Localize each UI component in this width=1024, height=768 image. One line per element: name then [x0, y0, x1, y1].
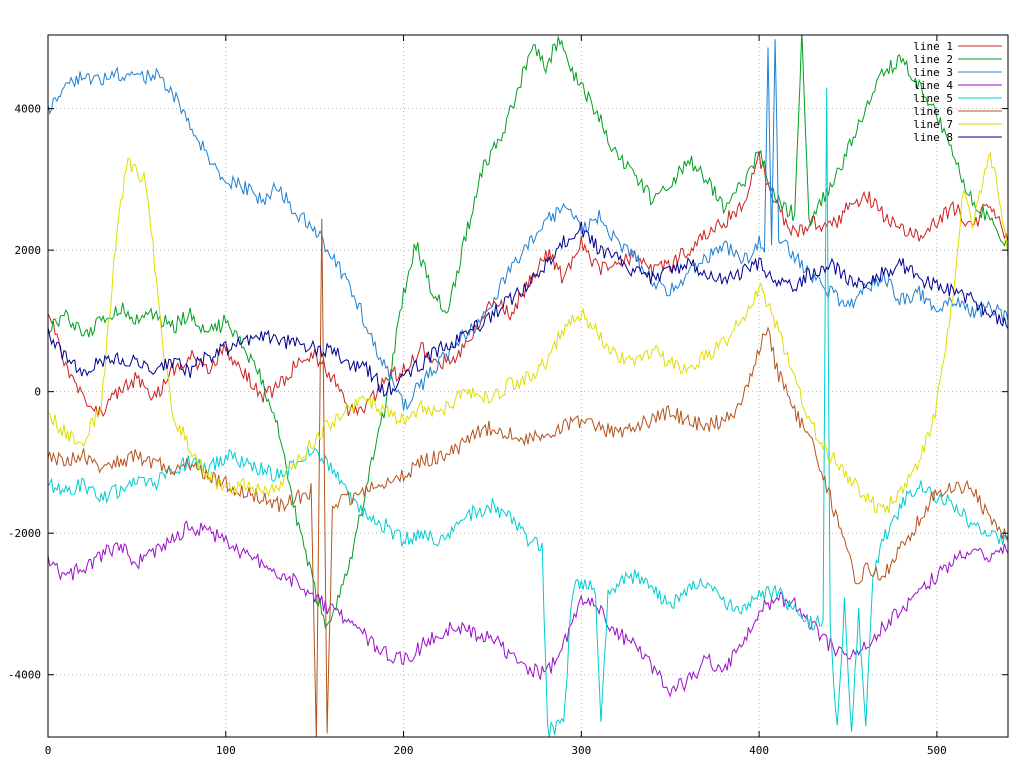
plot-border — [47, 34, 1009, 738]
legend-label: line 5 — [913, 92, 953, 105]
x-tick-label: 400 — [749, 744, 769, 757]
legend-label: line 8 — [913, 131, 953, 144]
x-tick-label: 100 — [216, 744, 236, 757]
series-line-4 — [48, 520, 1008, 698]
x-tick-label: 300 — [571, 744, 591, 757]
legend-label: line 1 — [913, 40, 953, 53]
series-line-8 — [48, 221, 1008, 398]
y-tick-label: 2000 — [15, 244, 42, 257]
legend-label: line 6 — [913, 105, 953, 118]
series-line-3 — [48, 39, 1008, 411]
legend-label: line 7 — [913, 118, 953, 131]
y-tick-label: -4000 — [8, 669, 41, 682]
x-tick-label: 500 — [927, 744, 947, 757]
legend-label: line 3 — [913, 66, 953, 79]
x-tick-label: 200 — [394, 744, 414, 757]
series-line-2 — [48, 35, 1008, 630]
y-tick-label: 4000 — [15, 103, 42, 116]
series-line-7 — [48, 150, 1008, 514]
y-tick-label: -2000 — [8, 527, 41, 540]
x-tick-label: 0 — [45, 744, 52, 757]
y-tick-label: 0 — [34, 386, 41, 399]
legend-label: line 4 — [913, 79, 953, 92]
legend-label: line 2 — [913, 53, 953, 66]
series-line-6 — [48, 218, 1008, 737]
